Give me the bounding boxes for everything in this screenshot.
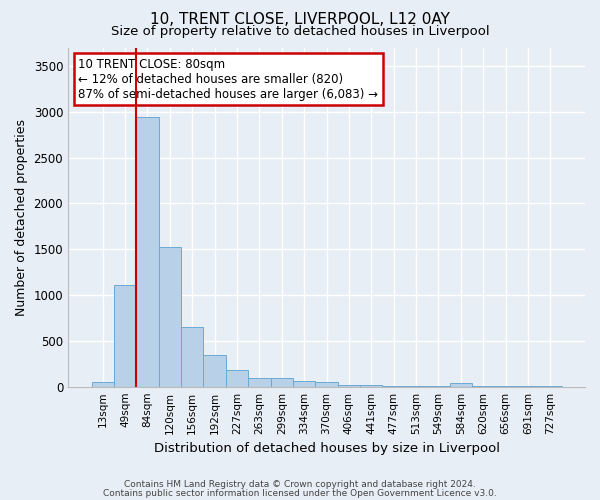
Bar: [114, 285, 136, 386]
Text: Contains HM Land Registry data © Crown copyright and database right 2024.: Contains HM Land Registry data © Crown c…: [124, 480, 476, 489]
Bar: [316, 382, 338, 386]
X-axis label: Distribution of detached houses by size in Liverpool: Distribution of detached houses by size …: [154, 442, 500, 455]
Text: 10, TRENT CLOSE, LIVERPOOL, L12 0AY: 10, TRENT CLOSE, LIVERPOOL, L12 0AY: [150, 12, 450, 28]
Bar: [248, 378, 271, 386]
Text: Size of property relative to detached houses in Liverpool: Size of property relative to detached ho…: [110, 25, 490, 38]
Bar: [449, 384, 472, 386]
Bar: [360, 385, 382, 386]
Bar: [92, 382, 114, 386]
Y-axis label: Number of detached properties: Number of detached properties: [15, 118, 28, 316]
Text: Contains public sector information licensed under the Open Government Licence v3: Contains public sector information licen…: [103, 489, 497, 498]
Bar: [338, 385, 360, 386]
Bar: [136, 117, 158, 386]
Bar: [181, 327, 203, 386]
Bar: [203, 354, 226, 386]
Bar: [271, 378, 293, 386]
Bar: [158, 248, 181, 386]
Bar: [226, 370, 248, 386]
Text: 10 TRENT CLOSE: 80sqm
← 12% of detached houses are smaller (820)
87% of semi-det: 10 TRENT CLOSE: 80sqm ← 12% of detached …: [79, 58, 379, 100]
Bar: [293, 380, 316, 386]
